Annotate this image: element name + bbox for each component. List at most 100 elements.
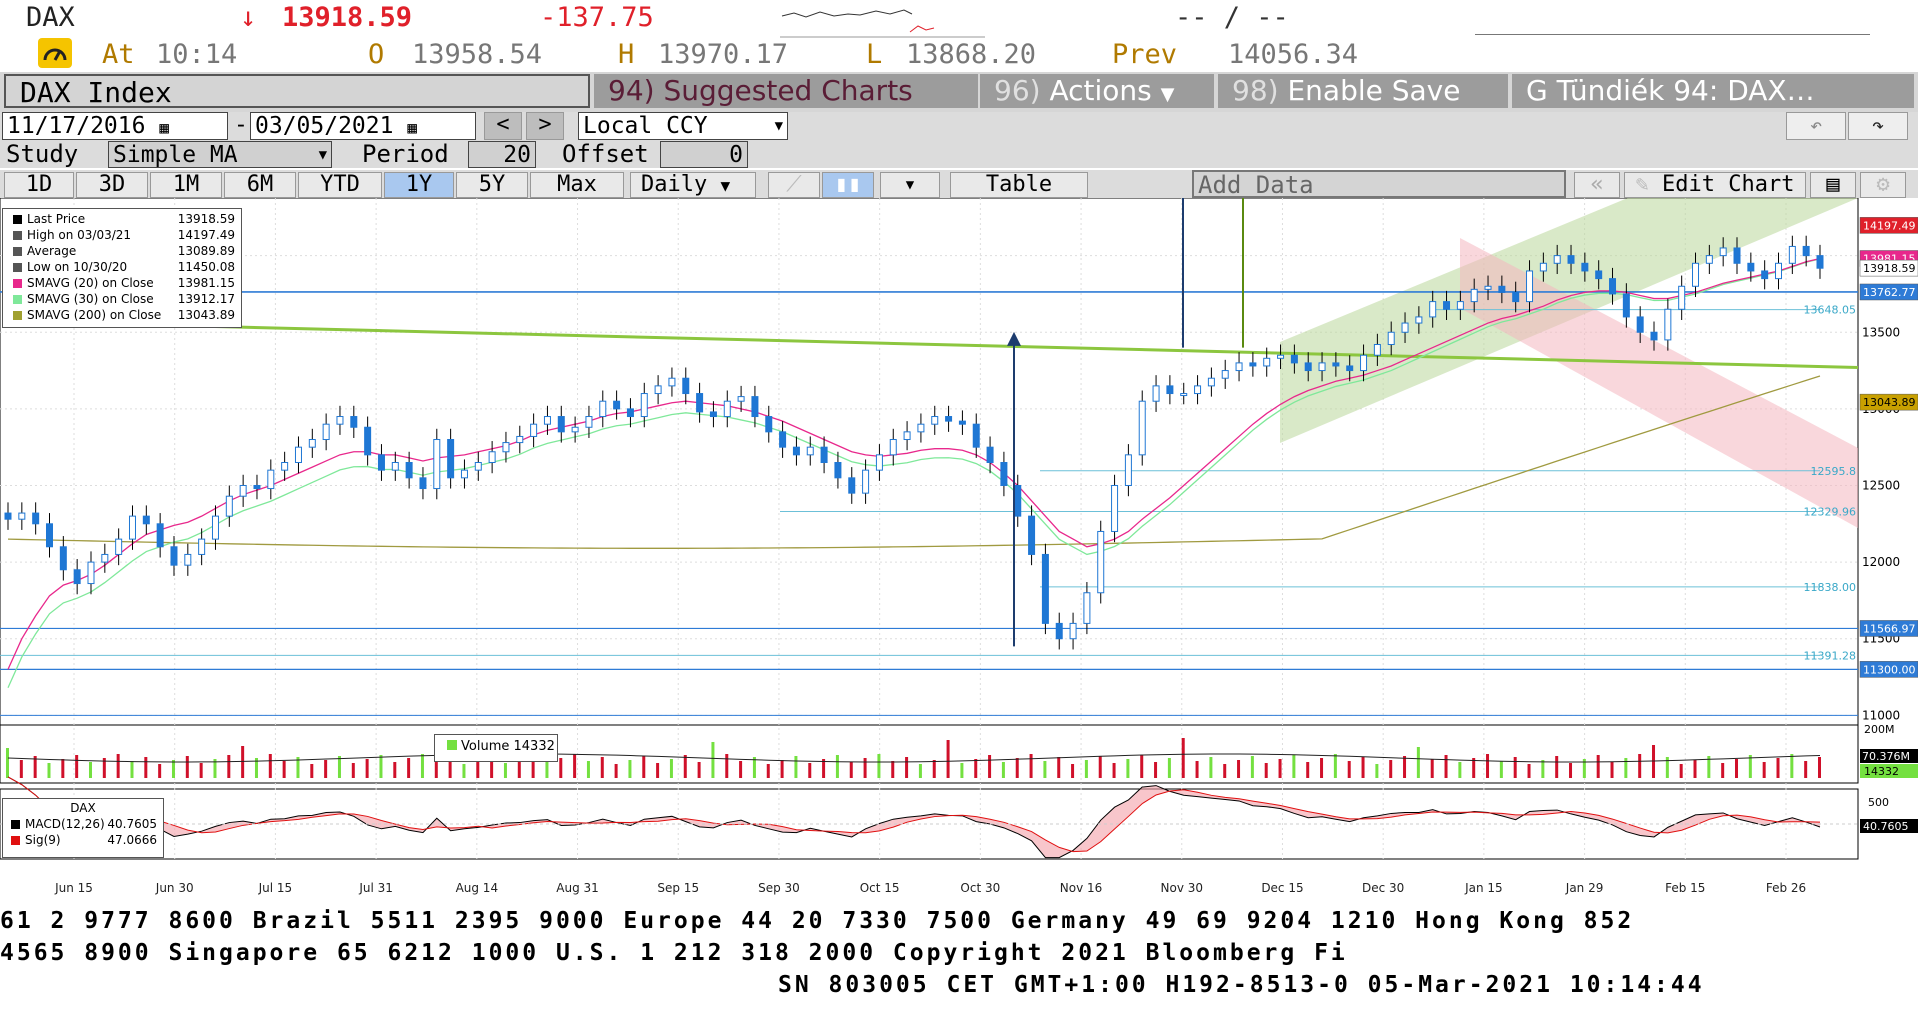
volume-bar — [1762, 762, 1766, 778]
suggested-charts-button[interactable]: 94) Suggested Charts — [594, 74, 978, 108]
price-tag-label: 13043.89 — [1863, 396, 1916, 409]
range-button-6m[interactable]: 6M — [224, 172, 296, 198]
volume-bar — [780, 760, 784, 778]
volume-bar — [988, 755, 992, 778]
next-period-button[interactable]: > — [526, 112, 564, 140]
price-tag-label: 13918.59 — [1863, 262, 1916, 275]
candle-body — [1332, 362, 1340, 367]
prev-period-button[interactable]: < — [484, 112, 522, 140]
date-to-field[interactable]: 03/05/2021 ▦ — [250, 112, 476, 140]
candle-body — [433, 439, 441, 490]
high-label: H — [618, 39, 635, 70]
range-button-3d[interactable]: 3D — [76, 172, 148, 198]
price-level-label: 12595.8 — [1811, 465, 1857, 478]
volume-bar — [434, 761, 438, 778]
gear-icon[interactable]: ⚙ — [1860, 172, 1906, 198]
candle-body — [848, 477, 856, 494]
legend-value: 13089.89 — [177, 244, 235, 258]
macd-tag-label: 40.7605 — [1863, 820, 1909, 833]
macd-histogram-area — [8, 776, 1820, 858]
add-data-input[interactable]: Add Data — [1192, 170, 1566, 198]
low-price: 13868.20 — [906, 39, 1037, 70]
candle-body — [1498, 285, 1506, 293]
candle-body — [1083, 592, 1091, 624]
candle-body — [1595, 270, 1603, 280]
candle-body — [1180, 393, 1188, 397]
range-button-max[interactable]: Max — [530, 172, 624, 198]
range-button-1m[interactable]: 1M — [150, 172, 222, 198]
calendar-icon[interactable]: ▦ — [407, 118, 417, 137]
volume-bar — [1223, 764, 1227, 778]
volume-tick-label: 200M — [1864, 723, 1895, 736]
footer-contacts-2: 4565 8900 Singapore 65 6212 1000 U.S. 1 … — [0, 940, 1348, 966]
legend-label: Last Price — [27, 212, 86, 226]
candle-chart-icon[interactable]: ▮▮ — [822, 172, 874, 198]
price-tag-label: 14197.49 — [1863, 219, 1916, 232]
chart-type-dropdown[interactable]: ▼ — [880, 172, 940, 198]
speedometer-icon[interactable] — [38, 38, 72, 68]
actions-button[interactable]: 96) Actions ▼ — [980, 74, 1214, 108]
volume-bar — [420, 754, 424, 778]
price-chart[interactable]: Jun 15 Jun 30 Jul 15 Jul 31 Aug 14 Aug 31 Sep … — [0, 198, 1918, 898]
candle-body — [543, 416, 551, 425]
edit-chart-button[interactable]: ✎ Edit Chart — [1624, 172, 1806, 198]
volume-bar — [697, 762, 701, 778]
volume-bar — [918, 764, 922, 778]
candle-body — [1138, 400, 1146, 456]
volume-bar — [1735, 759, 1739, 778]
volume-bar — [88, 762, 92, 778]
currency-select[interactable]: Local CCY ▼ — [578, 112, 788, 140]
volume-bar — [213, 759, 217, 778]
range-button-ytd[interactable]: YTD — [298, 172, 382, 198]
security-field[interactable]: DAX Index — [4, 74, 590, 109]
candle-body — [779, 431, 787, 448]
x-tick-label: Jul 31 — [358, 881, 393, 895]
legend-label: Sig(9) — [25, 833, 61, 847]
line-chart-icon[interactable]: ⟋ — [768, 172, 820, 198]
edit-chart-label: Edit Chart — [1662, 172, 1795, 197]
period-input[interactable]: 20 — [468, 141, 536, 168]
volume-bar — [1375, 764, 1379, 778]
arrow-head-icon — [1007, 331, 1021, 346]
volume-bar — [6, 748, 9, 778]
candle-body — [1249, 362, 1257, 367]
volume-bar — [296, 757, 300, 778]
candle-body — [73, 569, 81, 585]
candle-body — [1097, 530, 1105, 594]
chart-settings-icon[interactable]: ▤ — [1810, 172, 1856, 198]
enable-save-button[interactable]: 98) Enable Save — [1218, 74, 1508, 108]
date-from-field[interactable]: 11/17/2016 ▦ — [2, 112, 228, 140]
volume-bar — [1043, 761, 1047, 778]
volume-bar — [1596, 755, 1600, 778]
volume-bar — [268, 754, 272, 778]
volume-bar — [227, 755, 231, 778]
frequency-select[interactable]: Daily ▼ — [630, 172, 756, 198]
volume-bar — [573, 754, 577, 778]
x-tick-label: Dec 30 — [1362, 881, 1404, 895]
volume-bar — [1112, 763, 1116, 778]
collapse-icon[interactable]: « — [1574, 172, 1620, 198]
candle-body — [1539, 262, 1547, 272]
range-button-1y[interactable]: 1Y — [384, 172, 454, 198]
calendar-icon[interactable]: ▦ — [159, 118, 169, 137]
chart-title-tab[interactable]: G Tündiék 94: DAX… — [1512, 74, 1914, 108]
volume-bar — [960, 763, 964, 778]
candle-body — [1512, 291, 1520, 303]
offset-input[interactable]: 0 — [660, 141, 748, 168]
table-button[interactable]: Table — [950, 172, 1088, 198]
candle-body — [1360, 354, 1368, 372]
range-button-1d[interactable]: 1D — [4, 172, 74, 198]
volume-bar — [1209, 757, 1213, 778]
study-select[interactable]: Simple MA ▼ — [108, 141, 332, 168]
volume-bar — [1610, 762, 1614, 778]
candle-body — [128, 515, 136, 540]
undo-icon[interactable]: ↶ — [1786, 112, 1846, 140]
redo-icon[interactable]: ↷ — [1848, 112, 1908, 140]
x-tick-label: Feb 15 — [1665, 881, 1705, 895]
candle-body — [1664, 308, 1672, 341]
footer-contacts-1: 61 2 9777 8600 Brazil 5511 2395 9000 Eur… — [0, 908, 1635, 934]
range-button-5y[interactable]: 5Y — [456, 172, 528, 198]
volume-bar — [116, 754, 120, 778]
candle-body — [613, 400, 621, 410]
candle-body — [294, 446, 302, 463]
